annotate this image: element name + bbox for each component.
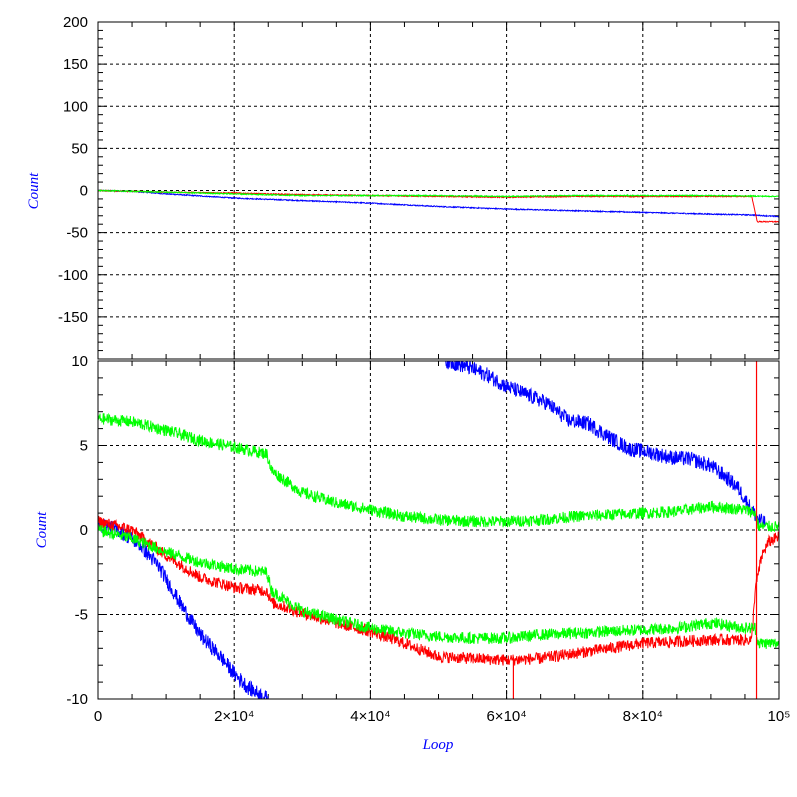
series-line bbox=[445, 361, 766, 527]
x-tick-label: 10⁵ bbox=[768, 708, 791, 725]
top-panel: 200 150 100 50 0 -50 -100 -150 bbox=[58, 14, 780, 360]
series-line bbox=[98, 519, 269, 699]
y-tick-label: 5 bbox=[80, 438, 88, 455]
bottom-y-axis-title: Count bbox=[34, 511, 50, 549]
y-tick-label: 50 bbox=[71, 140, 88, 157]
y-tick-label: -10 bbox=[66, 691, 88, 708]
series-line bbox=[98, 412, 779, 532]
x-tick-label: 8×10⁴ bbox=[623, 708, 663, 725]
y-tick-label: 10 bbox=[71, 353, 88, 370]
plot-frame bbox=[97, 21, 780, 360]
x-tick-label: 4×10⁴ bbox=[350, 708, 390, 725]
top-y-axis-title: Count bbox=[26, 172, 42, 210]
plot-frame bbox=[97, 360, 780, 700]
series-line bbox=[98, 189, 779, 198]
y-tick-label: 100 bbox=[63, 98, 88, 115]
y-tick-label: -50 bbox=[66, 225, 88, 242]
y-tick-label: 0 bbox=[80, 183, 88, 200]
series-line bbox=[98, 524, 779, 649]
y-tick-label: 0 bbox=[80, 522, 88, 539]
series-line bbox=[98, 189, 779, 218]
x-axis-title: Loop bbox=[422, 737, 454, 753]
y-tick-label: -150 bbox=[58, 309, 88, 326]
x-tick-label: 0 bbox=[94, 708, 102, 725]
bottom-panel: 10 5 0 -5 -10 0 2×10⁴ 4×10⁴ 6×10⁴ 8×10⁴ 10⁵ bbox=[66, 353, 790, 725]
y-tick-label: -100 bbox=[58, 267, 88, 284]
series-line bbox=[98, 515, 779, 666]
y-tick-label: -5 bbox=[75, 607, 88, 624]
x-tick-label: 2×10⁴ bbox=[214, 708, 254, 725]
x-tick-label: 6×10⁴ bbox=[486, 708, 526, 725]
y-tick-label: 200 bbox=[63, 14, 88, 31]
y-tick-label: 150 bbox=[63, 56, 88, 73]
